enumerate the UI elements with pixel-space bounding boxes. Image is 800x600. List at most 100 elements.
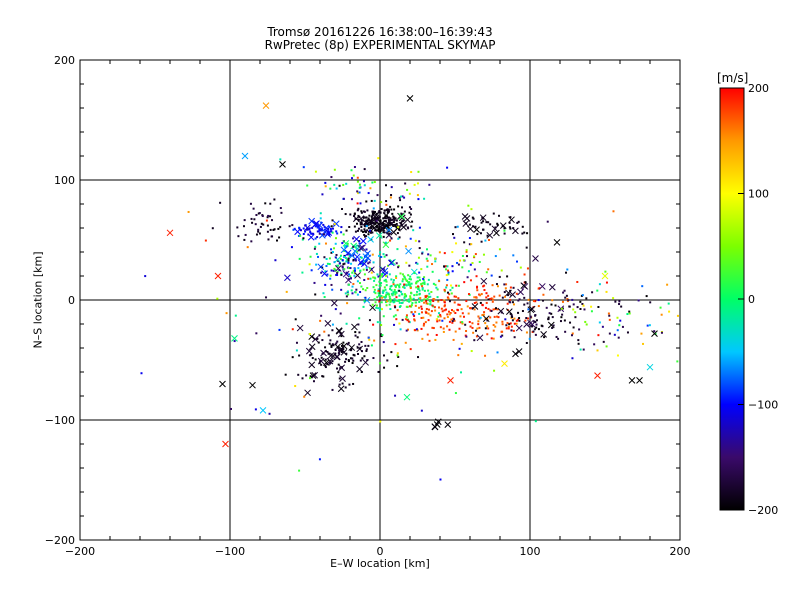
data-point	[516, 221, 519, 224]
data-point	[390, 289, 393, 292]
axis-ticks: −200 −100 0 100 200 −200 −100 0 100 200	[45, 54, 691, 558]
data-point	[508, 323, 511, 326]
data-point	[533, 328, 536, 331]
colorbar: −200 −100 0 100 200	[719, 82, 778, 517]
data-point	[396, 309, 399, 312]
data-point	[460, 371, 463, 374]
data-point	[447, 269, 450, 272]
data-point	[591, 291, 594, 294]
data-point	[371, 181, 374, 184]
data-point	[456, 225, 459, 228]
data-point-x	[362, 253, 370, 260]
data-point	[419, 297, 422, 300]
data-point	[461, 322, 464, 325]
data-point	[509, 312, 512, 315]
data-point	[408, 278, 411, 281]
data-point	[415, 293, 418, 296]
data-point-x	[390, 228, 398, 236]
data-point	[525, 341, 528, 344]
data-point	[605, 345, 608, 348]
data-point	[602, 340, 605, 343]
data-point	[261, 215, 264, 218]
data-point	[331, 388, 334, 391]
data-point	[532, 300, 535, 303]
data-point	[377, 275, 380, 278]
data-point	[393, 219, 396, 222]
data-point	[408, 264, 411, 267]
data-point	[421, 252, 424, 255]
data-point	[446, 265, 449, 268]
data-point	[593, 343, 596, 346]
data-point	[446, 291, 449, 294]
data-point	[354, 331, 357, 334]
data-point-x	[316, 221, 324, 229]
data-point-x	[405, 247, 412, 255]
data-point	[373, 181, 376, 184]
data-point	[450, 318, 453, 321]
x-tick-label: −200	[65, 545, 95, 558]
data-point	[348, 226, 351, 229]
data-point	[409, 278, 412, 281]
data-point	[412, 297, 415, 300]
data-point	[352, 282, 355, 285]
data-point	[487, 238, 490, 241]
data-point	[257, 228, 260, 231]
data-point	[394, 291, 397, 294]
data-point	[523, 296, 526, 299]
data-point	[373, 217, 376, 220]
data-point	[489, 316, 492, 319]
data-point	[337, 352, 340, 355]
data-point-x	[369, 304, 376, 312]
data-point-x	[480, 277, 488, 285]
data-point	[409, 295, 412, 298]
data-point	[450, 292, 453, 295]
data-point	[384, 294, 387, 297]
data-point	[496, 285, 499, 288]
data-point	[443, 317, 446, 320]
data-point	[508, 300, 511, 303]
data-point	[357, 353, 360, 356]
data-point	[360, 210, 363, 213]
data-point	[330, 283, 333, 286]
data-point	[329, 227, 332, 230]
data-point	[393, 300, 396, 303]
data-point	[382, 223, 385, 226]
data-point	[398, 322, 401, 325]
data-point	[554, 304, 557, 307]
data-point	[384, 241, 387, 244]
data-point	[379, 321, 382, 324]
data-point	[465, 330, 468, 333]
data-point	[705, 311, 707, 313]
data-point	[377, 157, 380, 160]
data-point	[338, 262, 341, 265]
data-point	[531, 325, 534, 328]
data-point	[320, 229, 323, 232]
data-point	[314, 293, 317, 296]
data-point	[315, 337, 318, 340]
data-point	[309, 255, 312, 258]
data-point	[340, 344, 343, 347]
data-point	[266, 224, 269, 227]
data-point	[439, 315, 442, 318]
data-point	[385, 200, 388, 203]
data-point	[273, 198, 276, 201]
data-point	[432, 282, 435, 285]
data-point	[397, 299, 400, 302]
data-point	[403, 295, 406, 298]
data-point	[333, 183, 336, 186]
data-point	[400, 293, 403, 296]
data-point-x	[354, 271, 361, 279]
data-point	[352, 353, 355, 356]
data-point	[420, 305, 423, 308]
data-point	[321, 233, 324, 236]
data-point	[499, 335, 502, 338]
data-point	[395, 222, 398, 225]
data-point	[443, 301, 446, 304]
data-point	[462, 259, 465, 262]
data-point	[473, 339, 476, 342]
data-point	[621, 325, 624, 328]
data-point	[518, 319, 521, 322]
data-point	[279, 226, 282, 229]
data-point	[255, 332, 258, 335]
data-point	[347, 257, 350, 260]
